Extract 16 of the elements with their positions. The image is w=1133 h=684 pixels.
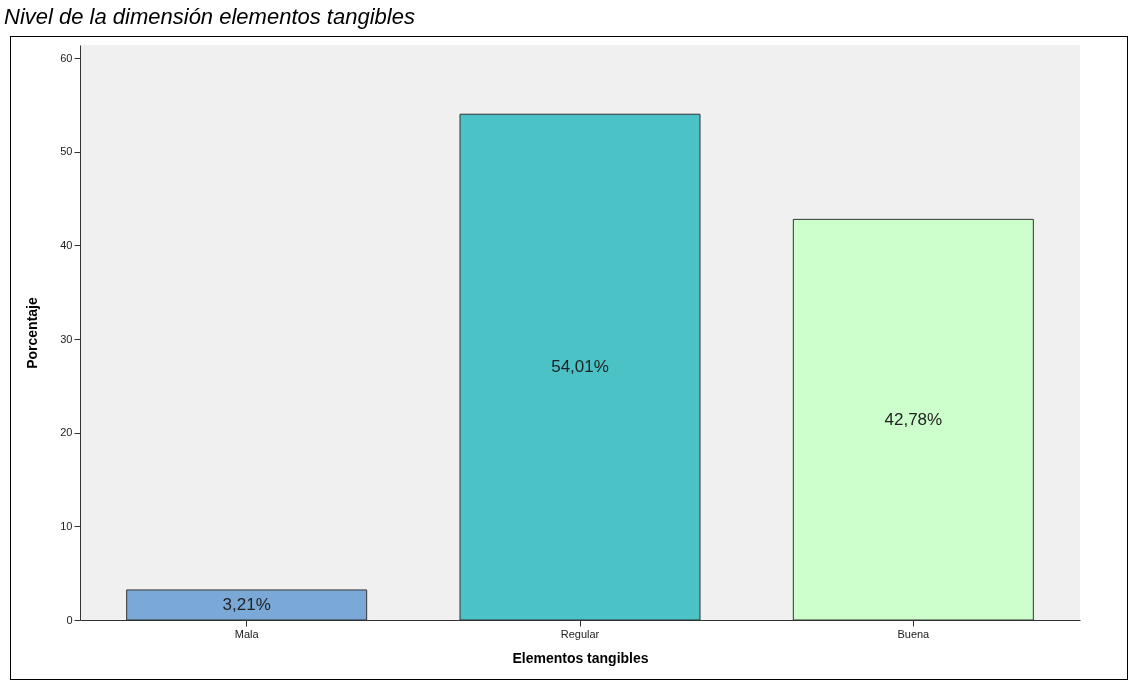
y-tick-label: 40 bbox=[60, 238, 73, 251]
y-tick-label: 20 bbox=[60, 426, 73, 439]
y-tick-label: 50 bbox=[60, 145, 73, 158]
y-tick-label: 10 bbox=[60, 519, 73, 532]
data-label: 42,78% bbox=[884, 409, 943, 429]
x-tick-label: Regular bbox=[560, 627, 600, 640]
data-label: 54,01% bbox=[551, 357, 609, 377]
x-tick-label: Buena bbox=[897, 627, 931, 640]
y-axis-title: Porcentaje bbox=[24, 297, 41, 369]
y-tick-label: 60 bbox=[60, 51, 73, 64]
x-axis-title: Elementos tangibles bbox=[512, 649, 649, 666]
data-label: 3,21% bbox=[222, 594, 271, 614]
chart-title: Nivel de la dimensión elementos tangibles bbox=[3, 3, 416, 31]
y-tick-label: 0 bbox=[66, 613, 73, 626]
x-tick-label: Mala bbox=[234, 627, 260, 640]
y-tick-label: 30 bbox=[60, 332, 73, 345]
